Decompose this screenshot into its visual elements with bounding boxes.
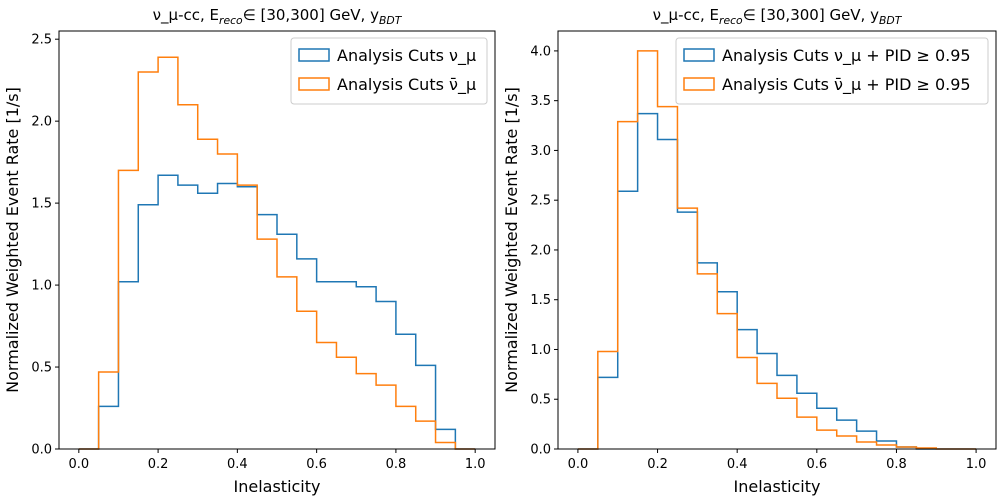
legend-label: Analysis Cuts ν̄_μ — [337, 75, 476, 95]
axes-frame — [557, 30, 997, 450]
legend-label: Analysis Cuts ν_μ + PID ≥ 0.95 — [722, 46, 971, 66]
y-tick-label: 1.0 — [530, 343, 551, 358]
legend-box — [290, 37, 488, 105]
legend-box — [675, 37, 989, 105]
chart-title: ν_μ-cc, Ereco​∈ [30,300] GeV, yBDT​ — [153, 6, 403, 27]
x-tick-label: 1.0 — [966, 457, 987, 472]
y-tick-label: 2.0 — [530, 243, 551, 258]
x-tick-label: 0.0 — [68, 457, 89, 472]
y-tick-label: 1.5 — [530, 293, 551, 308]
legend-swatch — [298, 77, 330, 91]
y-tick-label: 0.5 — [530, 393, 551, 408]
x-tick-label: 0.8 — [386, 457, 407, 472]
x-tick-label: 0.4 — [227, 457, 248, 472]
x-tick-label: 0.8 — [886, 457, 907, 472]
legend-swatch — [298, 48, 330, 62]
y-tick-label: 3.0 — [530, 144, 551, 159]
legend-swatch — [683, 48, 715, 62]
x-axis-label: Inelasticity — [734, 477, 821, 496]
series-line-nu-mu — [78, 174, 476, 450]
x-tick-label: 0.4 — [727, 457, 748, 472]
legend-label: Analysis Cuts ν̄_μ + PID ≥ 0.95 — [722, 75, 971, 95]
x-tick-label: 0.6 — [306, 457, 327, 472]
x-tick-label: 0.0 — [568, 457, 589, 472]
x-tick-label: 0.2 — [647, 457, 668, 472]
y-tick-label: 1.0 — [31, 279, 52, 294]
legend-label: Analysis Cuts ν_μ — [337, 46, 476, 66]
y-tick-label: 1.5 — [31, 197, 52, 212]
y-tick-label: 2.5 — [530, 194, 551, 209]
series-line-nu-mu-bar — [577, 50, 977, 450]
series-line-nu-mu-bar — [78, 56, 476, 450]
legend: Analysis Cuts ν_μ Analysis Cuts ν̄_μ — [290, 37, 488, 105]
y-tick-label: 2.0 — [31, 115, 52, 130]
y-tick-label: 4.0 — [530, 44, 551, 59]
legend: Analysis Cuts ν_μ + PID ≥ 0.95 Analysis C… — [675, 37, 989, 105]
x-tick-label: 0.2 — [148, 457, 169, 472]
y-tick-label: 0.5 — [31, 361, 52, 376]
y-axis-label: Normalized Weighted Event Rate [1/s] — [502, 87, 521, 393]
x-tick-label: 0.6 — [806, 457, 827, 472]
x-tick-label: 1.0 — [465, 457, 486, 472]
y-tick-label: 0.0 — [31, 443, 52, 458]
y-tick-label: 2.5 — [31, 33, 52, 48]
chart-panel-2: 0.0 0.2 0.4 0.6 0.8 1.0 0.0 0.5 1.0 1.5 2.0 2.5 3.0 3… — [502, 6, 997, 496]
y-tick-label: 3.5 — [530, 94, 551, 109]
y-axis-label: Normalized Weighted Event Rate [1/s] — [3, 87, 22, 393]
series-line-nu-mu — [577, 112, 977, 450]
chart-panel-1: 0.0 0.2 0.4 0.6 0.8 1.0 0.0 0.5 1.0 1.5 2.0 2.5 Inel… — [3, 6, 496, 496]
chart-title: ν_μ-cc, Ereco​∈ [30,300] GeV, yBDT​ — [653, 6, 903, 27]
x-axis-label: Inelasticity — [234, 477, 321, 496]
legend-swatch — [683, 77, 715, 91]
axes-frame — [58, 30, 496, 450]
y-tick-label: 0.0 — [530, 443, 551, 458]
